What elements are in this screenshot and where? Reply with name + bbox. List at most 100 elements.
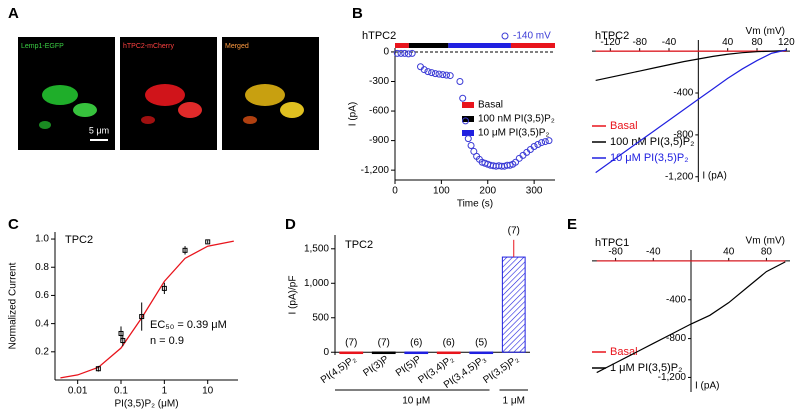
- y-tick-label: 1,500: [304, 243, 329, 254]
- point: [397, 49, 405, 57]
- point: [512, 158, 520, 166]
- point: [118, 330, 124, 336]
- y-tick-label: -600: [369, 106, 389, 117]
- point: [545, 137, 553, 145]
- x-tick-label: 40: [723, 247, 735, 258]
- n-label: (7): [508, 225, 520, 236]
- micrographs: Lemp1-EGFP hTPC2-mCherry Merged 5 μm: [18, 37, 319, 150]
- bar: [501, 256, 526, 353]
- blob: [145, 84, 185, 106]
- panel-label: A: [8, 5, 19, 22]
- legend-marker: [501, 32, 509, 40]
- point: [442, 71, 450, 79]
- fit-curve: [60, 240, 234, 379]
- x-tick-label: 100: [433, 186, 450, 197]
- blob: [39, 121, 51, 129]
- x-tick-label: 40: [722, 37, 734, 48]
- y-tick-label: 0.4: [35, 318, 49, 329]
- blob: [178, 102, 202, 118]
- y-tick-label: -800: [666, 333, 686, 344]
- blob: [245, 84, 285, 106]
- annotation: n = 0.9: [150, 335, 184, 347]
- legend-label: Basal: [478, 100, 503, 111]
- image-caption: Lemp1-EGFP: [21, 43, 64, 50]
- legend-label: 100 nM PI(3,5)P₂: [478, 114, 555, 125]
- legend-label: 1 μM PI(3,5)P₂: [610, 362, 682, 374]
- y-tick-label: -800: [673, 130, 693, 141]
- point: [120, 338, 126, 344]
- x-tick-label: 300: [526, 186, 543, 197]
- y-tick-label: -1,200: [361, 165, 390, 176]
- iv-curve: [596, 261, 786, 374]
- point: [139, 314, 145, 320]
- point: [408, 49, 416, 57]
- x-axis-label: PI(3,5)P₂ (μM): [114, 399, 178, 410]
- point: [161, 285, 167, 291]
- n-label: (6): [410, 338, 422, 349]
- y-tick-label: 1,000: [304, 278, 329, 289]
- point: [456, 77, 464, 85]
- x-tick-label: -80: [608, 247, 623, 258]
- blob: [73, 103, 97, 117]
- y-axis-label: I (pA): [695, 381, 719, 392]
- chart-title: hTPC2: [595, 30, 629, 42]
- x-tick-label: PI(4,5)P₂: [319, 354, 359, 386]
- y-axis-label: Normalized Current: [8, 262, 19, 349]
- blob: [141, 116, 155, 124]
- panel-label: C: [8, 216, 19, 233]
- x-tick-label: 200: [479, 186, 496, 197]
- period-bar: [395, 43, 409, 48]
- legend-label: 10 μM PI(3,5)P₂: [610, 152, 688, 164]
- legend-label: -140 mV: [513, 31, 551, 42]
- point: [431, 70, 439, 78]
- point: [182, 247, 188, 253]
- iv-curve: [595, 50, 787, 82]
- point: [95, 366, 101, 372]
- point: [467, 142, 475, 150]
- x-tick-label: PI(3,5)P₂: [481, 354, 521, 386]
- y-tick-label: -300: [369, 76, 389, 87]
- point: [538, 139, 546, 147]
- blob: [42, 85, 78, 105]
- y-tick-label: 0: [323, 347, 329, 358]
- x-axis-label: Vm (mV): [746, 236, 785, 247]
- blob: [243, 116, 257, 124]
- y-tick-label: -1,200: [665, 171, 694, 182]
- n-label: (5): [475, 338, 487, 349]
- image-caption: Merged: [225, 43, 249, 50]
- iv-curve: [595, 49, 787, 174]
- y-tick-label: -400: [673, 88, 693, 99]
- point: [424, 68, 432, 76]
- legend-label: Basal: [610, 120, 638, 132]
- legend-swatch: [462, 130, 474, 136]
- group-label: 1 μM: [503, 396, 525, 407]
- y-tick-label: 0.6: [35, 290, 49, 301]
- period-bar: [448, 43, 511, 48]
- point: [428, 69, 436, 77]
- x-tick-label: -40: [646, 247, 661, 258]
- x-tick-label: PI(3)P: [361, 354, 391, 379]
- legend-swatch: [462, 102, 474, 108]
- y-axis-label: I (pA): [702, 171, 726, 182]
- x-tick-label: 80: [751, 37, 763, 48]
- point: [439, 71, 447, 79]
- image-caption: hTPC2-mCherry: [123, 43, 174, 50]
- y-tick-label: 500: [312, 312, 329, 323]
- blob: [280, 102, 304, 118]
- chart-title: TPC2: [345, 239, 373, 251]
- x-axis-label: Vm (mV): [746, 26, 785, 37]
- y-axis-label: I (pA)/pF: [288, 276, 299, 315]
- x-tick-label: -120: [600, 37, 620, 48]
- n-label: (6): [443, 338, 455, 349]
- y-tick-label: 0.8: [35, 262, 49, 273]
- point: [393, 49, 401, 57]
- legend-label: 100 nM PI(3,5)P₂: [610, 136, 694, 148]
- y-tick-label: 0.2: [35, 346, 49, 357]
- annotation: EC₅₀ = 0.39 μM: [150, 319, 227, 331]
- y-tick-label: -1,200: [658, 372, 687, 383]
- x-tick-label: 0.01: [68, 386, 88, 397]
- x-tick-label: 10: [202, 386, 214, 397]
- point: [205, 239, 211, 245]
- x-tick-label: 1: [162, 386, 168, 397]
